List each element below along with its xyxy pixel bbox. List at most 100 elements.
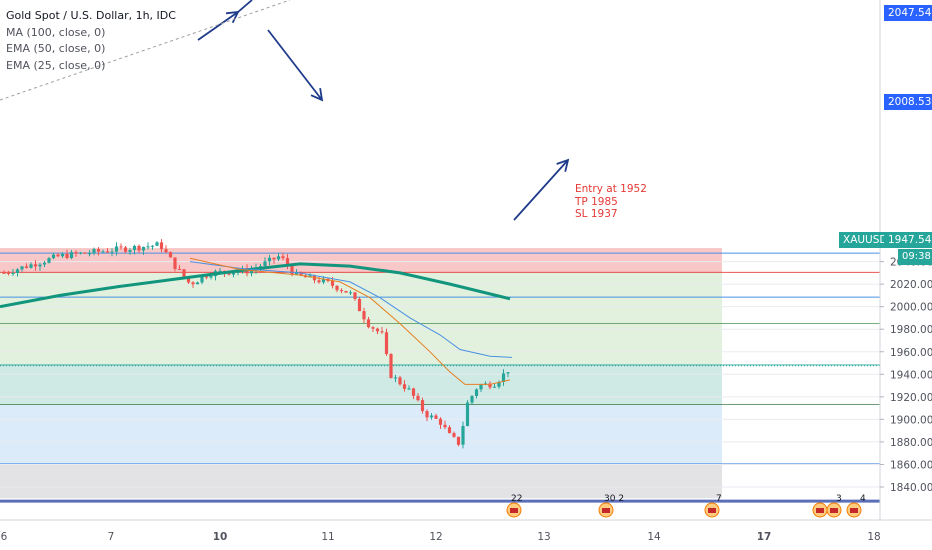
grid: [0, 261, 880, 488]
candle-body: [11, 273, 15, 275]
annotation-tp: TP 1985: [575, 195, 618, 208]
drawn-arrows: [0, 0, 570, 221]
trade-annotation: Entry at 1952 TP 1985 SL 1937: [575, 183, 647, 221]
event-label-3: 3: [836, 494, 842, 504]
candle-body: [186, 276, 191, 283]
time-tick-label: 17: [757, 531, 772, 543]
candle-body: [110, 251, 114, 253]
candle-body: [420, 400, 425, 412]
candle-body: [407, 388, 411, 390]
candle-body: [29, 264, 33, 268]
price-tick-label: 1960.00: [890, 347, 932, 359]
time-axis: 6 7 10 11 12 13 14 17 18: [0, 519, 932, 550]
time-axis-bg: [0, 520, 932, 550]
bar-countdown-tag: 09:38: [898, 249, 932, 265]
candle-body: [357, 298, 362, 312]
zone-blue: [0, 404, 722, 464]
candle-body: [15, 269, 20, 274]
symbol-tag: XAUUSD: [839, 232, 888, 248]
candle-body: [60, 253, 65, 257]
candle-body: [92, 249, 96, 254]
candle-body: [200, 276, 204, 283]
candle-body: [339, 290, 344, 292]
candle-body: [294, 272, 299, 275]
candle-body: [141, 246, 146, 251]
candlestick-series: [2, 239, 510, 449]
candle-body: [38, 264, 42, 267]
event-flag-stripe: [850, 508, 858, 513]
candle-body: [501, 373, 506, 382]
candle-body: [146, 246, 150, 248]
ma100-line: [0, 262, 511, 309]
candle-body: [87, 253, 92, 255]
event-label-7: 7: [716, 494, 722, 504]
legend-ma100[interactable]: MA (100, close, 0): [6, 25, 106, 39]
last-price-tag: 1947.54: [884, 232, 932, 248]
time-tick-label: 6: [1, 531, 8, 543]
candle-body: [267, 257, 272, 262]
candle-body: [74, 252, 78, 254]
candle-body: [78, 252, 83, 254]
horizontal-levels: [0, 252, 932, 503]
chart-legend: Gold Spot / U.S. Dollar, 1h, IDC MA (100…: [6, 8, 176, 74]
event-flag-stripe: [708, 508, 716, 513]
candle-body: [132, 245, 137, 251]
price-tick-label: 1880.00: [890, 437, 932, 449]
candle-body: [204, 276, 209, 278]
ema25-line: [189, 257, 511, 385]
price-tick-label: 1940.00: [890, 369, 932, 381]
candle-body: [425, 411, 429, 418]
candle-body: [56, 254, 60, 257]
candle-body: [380, 331, 384, 333]
candle-body: [465, 402, 470, 427]
candle-body: [492, 386, 497, 388]
ema50-line: [189, 261, 513, 358]
candle-body: [164, 249, 168, 253]
event-flag-stripe: [830, 508, 838, 513]
zone-gray: [0, 463, 722, 499]
candle-body: [330, 281, 335, 286]
legend-ema50[interactable]: EMA (50, close, 0): [6, 42, 106, 55]
candle-body: [366, 319, 371, 328]
candle-body: [231, 272, 236, 275]
candle-body: [321, 278, 326, 283]
arrow-up-left: [197, 11, 239, 41]
candle-body: [195, 282, 200, 285]
event-label-4: 4: [860, 494, 866, 504]
legend-ema25[interactable]: EMA (25, close, 0): [6, 58, 106, 72]
candle-body: [362, 311, 366, 320]
candle-body: [155, 242, 159, 246]
arrow-up-left-ext: [237, 0, 253, 13]
candle-body: [371, 327, 375, 329]
candle-body: [168, 252, 173, 258]
candle-body: [344, 291, 348, 293]
candle-body: [452, 433, 456, 437]
candle-body: [105, 251, 110, 253]
event-flag-stripe: [510, 508, 518, 513]
candle-body: [249, 269, 254, 274]
candle-body: [402, 384, 407, 389]
candle-body: [398, 377, 402, 385]
time-tick-label: 14: [647, 531, 661, 543]
arrow-up-target-head: [556, 158, 570, 172]
price-tick-label: 1980.00: [890, 324, 932, 336]
candle-body: [443, 424, 447, 428]
candle-body: [83, 252, 87, 254]
candle-body: [173, 257, 177, 269]
candle-body: [348, 292, 353, 294]
candle-body: [128, 250, 132, 252]
candle-body: [488, 383, 492, 388]
candle-body: [497, 381, 501, 387]
annotation-sl: SL 1937: [575, 208, 618, 220]
arrow-up-target: [513, 159, 569, 221]
price-tick-label: 1860.00: [890, 459, 932, 471]
candle-body: [434, 415, 438, 419]
candle-body: [384, 332, 389, 355]
event-label-22: 22: [511, 494, 523, 504]
candle-body: [159, 242, 164, 250]
candle-body: [447, 427, 452, 434]
candle-body: [177, 268, 182, 270]
zone-teal: [0, 364, 722, 405]
candle-body: [438, 418, 443, 425]
